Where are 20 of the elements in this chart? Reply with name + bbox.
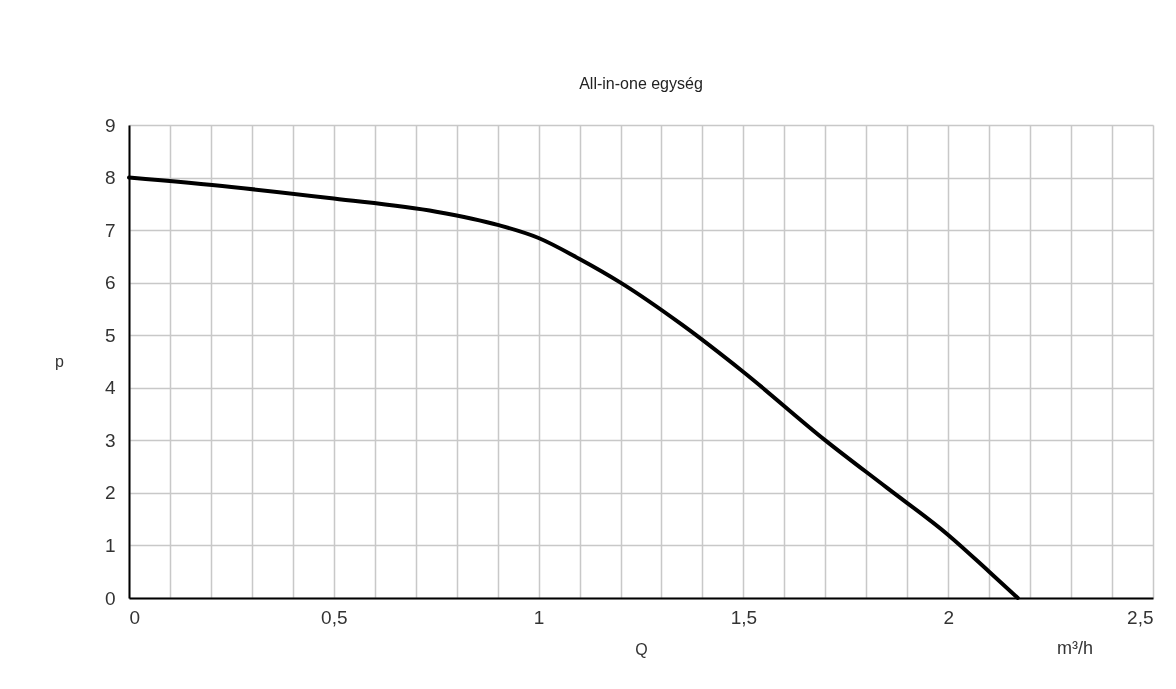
y-tick-label: 1	[104, 534, 116, 556]
x-tick-label: 2	[943, 606, 954, 628]
x-axis-title: Q	[635, 640, 648, 658]
x-tick-label: 2,5	[1127, 606, 1154, 628]
y-tick-label: 3	[104, 429, 116, 451]
y-tick-label: 7	[104, 219, 116, 241]
x-tick-label: 1,5	[730, 606, 758, 628]
y-tick-label: 9	[104, 114, 116, 136]
text: m³/h	[1057, 638, 1093, 658]
y-tick-label: 5	[104, 324, 116, 346]
y-tick-label: 6	[104, 272, 116, 294]
y-axis-title: p	[55, 352, 65, 370]
chart-title: All-in-one egység	[579, 75, 703, 92]
y-tick-label: 4	[104, 377, 116, 399]
x-tick-label: 1	[533, 606, 545, 628]
y-tick-label: 8	[104, 167, 116, 189]
x-tick-label: 0,5	[321, 606, 348, 628]
y-tick-label: 0	[104, 587, 116, 609]
y-tick-label: 2	[104, 482, 116, 504]
x-tick-label: 0	[129, 606, 141, 628]
